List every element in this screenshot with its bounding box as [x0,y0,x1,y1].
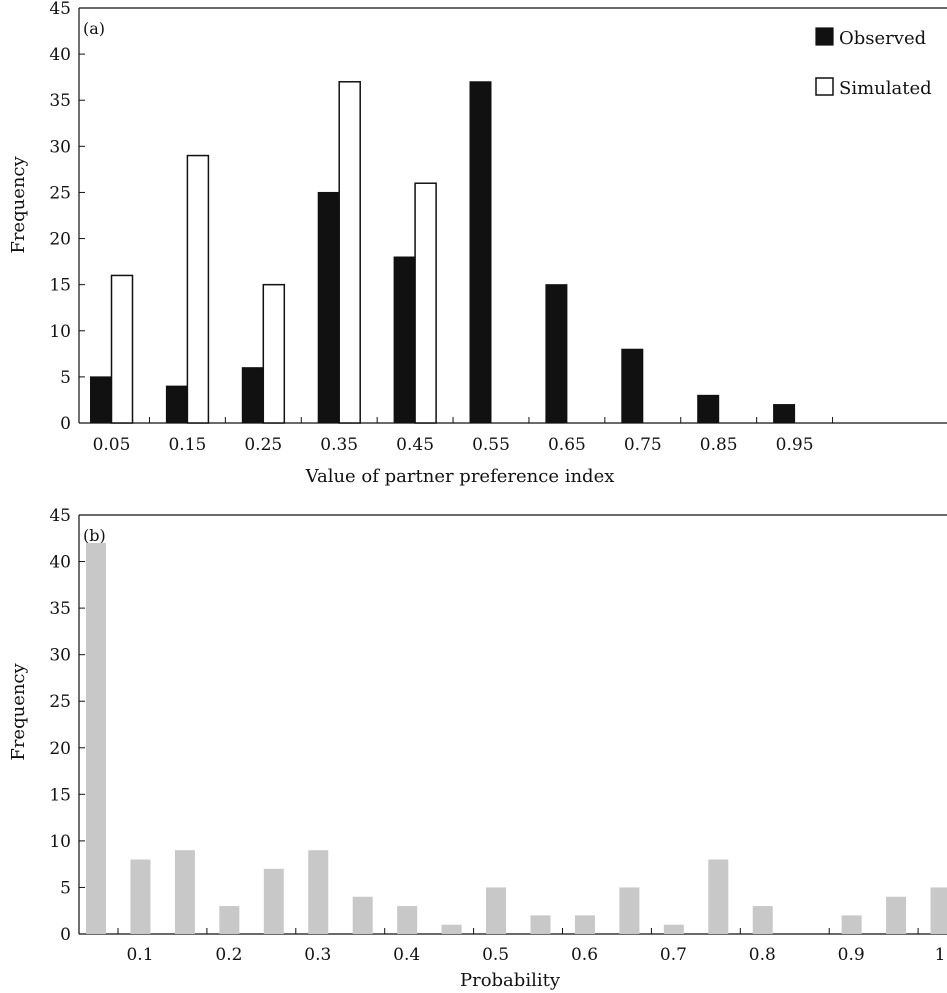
bar-probability [663,924,684,934]
panel-b-y-tick-label: 30 [49,646,71,666]
bar-probability [930,887,947,934]
bar-probability [263,868,284,934]
bar-probability [397,906,418,934]
bar-observed [317,191,340,424]
panel-b-y-ticks: 0 5 10 15 20 25 30 35 40 45 [49,506,85,945]
bar-probability [86,542,106,934]
panel-a-bars [90,81,796,424]
panel-a-x-tick-label: 0.65 [548,435,586,455]
bar-observed [697,394,720,424]
panel-b-y-tick-label: 0 [60,925,71,945]
bar-simulated [414,182,437,424]
panel-a-x-axis-label: Value of partner preference index [305,466,615,487]
panel-a-y-tick-label: 35 [49,91,71,111]
panel-b-y-tick-label: 15 [49,785,71,805]
panel-b-y-tick-label: 10 [49,832,71,852]
panel-b-label: (b) [83,526,106,545]
panel-b-x-tick-label: 0.9 [838,945,865,965]
bar-observed [165,385,188,424]
bar-probability [619,887,640,934]
bar-probability [308,850,329,934]
legend-swatch-simulated [815,77,834,96]
panel-a-y-tick-label: 10 [49,322,71,342]
bar-simulated [186,154,210,424]
panel-a-x-tick-label: 0.95 [776,435,814,455]
panel-a-y-tick-label: 5 [60,368,71,388]
bar-probability [219,906,240,934]
panel-b-bars [86,542,947,934]
panel-a-y-tick-label: 45 [49,0,71,19]
bar-probability [130,859,151,934]
panel-a: (a) Value of partner preference index Fr… [8,0,947,487]
panel-a-x-ticks: 0.05 0.15 0.25 0.35 0.45 0.55 0.65 0.75 0.85 0.95 [93,417,834,455]
bar-observed [545,284,568,424]
panel-b-y-tick-label: 35 [49,599,71,619]
bar-observed [621,348,644,424]
bar-probability [352,896,373,934]
legend-label-simulated: Simulated [839,78,932,99]
panel-a-label: (a) [83,19,105,38]
bar-observed [469,81,492,424]
panel-a-x-tick-label: 0.45 [396,435,434,455]
panel-b-y-tick-label: 40 [49,553,71,573]
panel-b: (b) Probability Frequency 0 5 10 15 20 25 30 35… [8,506,947,991]
panel-a-x-tick-label: 0.35 [320,435,358,455]
panel-b-x-tick-label: 0.7 [660,945,687,965]
panel-a-y-tick-label: 25 [49,183,71,203]
panel-b-x-tick-label: 1 [935,945,946,965]
panel-b-x-tick-label: 0.6 [571,945,598,965]
panel-b-x-tick-label: 0.1 [126,945,153,965]
panel-a-x-tick-label: 0.75 [624,435,662,455]
bar-observed [393,256,416,424]
panel-a-x-tick-label: 0.55 [472,435,510,455]
panel-b-y-tick-label: 20 [49,739,71,759]
bar-probability [841,915,862,934]
bar-probability [708,859,729,934]
bar-probability [441,924,462,934]
panel-b-y-axis-label: Frequency [8,662,29,760]
panel-a-y-tick-label: 15 [49,276,71,296]
panel-b-x-tick-label: 0.8 [749,945,776,965]
panel-a-x-tick-label: 0.05 [93,435,131,455]
panel-b-x-tick-label: 0.5 [482,945,509,965]
bar-probability [574,915,595,934]
panel-a-y-tick-label: 30 [49,137,71,157]
panel-a-y-tick-label: 20 [49,230,71,250]
panel-a-legend: Observed Simulated [815,27,932,99]
panel-b-x-tick-label: 0.2 [215,945,242,965]
bar-probability [886,896,907,934]
panel-a-y-axis-label: Frequency [8,155,29,253]
bar-probability [752,906,773,934]
bar-observed [90,376,112,424]
bar-simulated [338,81,361,424]
panel-b-y-tick-label: 5 [60,878,71,898]
bar-probability [486,887,507,934]
bar-probability [530,915,551,934]
panel-a-x-tick-label: 0.15 [168,435,206,455]
panel-a-y-tick-label: 40 [49,45,71,65]
panel-b-y-tick-label: 45 [49,506,71,526]
bar-simulated [262,283,286,424]
panel-b-x-ticks: 0.1 0.2 0.3 0.4 0.5 0.6 0.7 0.8 0.9 1 [117,928,946,965]
panel-a-y-ticks: 0 5 10 15 20 25 30 35 40 45 [49,0,85,434]
panel-b-x-tick-label: 0.4 [393,945,420,965]
panel-b-x-tick-label: 0.3 [304,945,331,965]
bar-observed [241,367,264,424]
legend-swatch-observed [815,27,834,46]
panel-b-y-tick-label: 25 [49,692,71,712]
bar-simulated [110,274,134,424]
panel-a-x-tick-label: 0.25 [244,435,282,455]
panel-b-x-axis-label: Probability [460,970,561,991]
panel-a-x-tick-label: 0.85 [700,435,738,455]
bar-probability [174,850,195,934]
panel-a-y-tick-label: 0 [60,414,71,434]
legend-label-observed: Observed [839,28,926,49]
bar-observed [773,404,796,424]
